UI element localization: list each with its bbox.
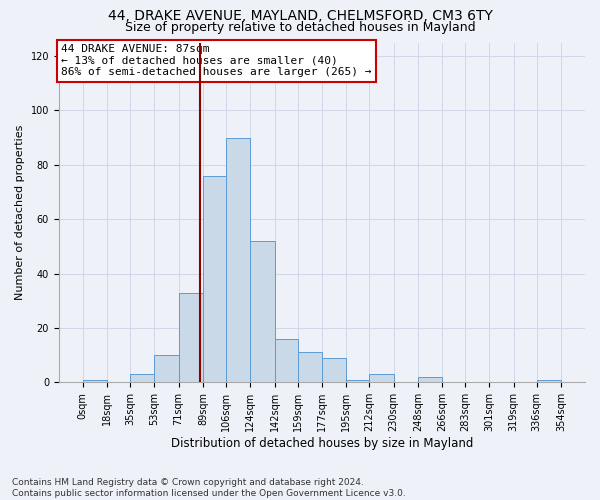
- Bar: [322, 358, 346, 382]
- Bar: [226, 138, 250, 382]
- X-axis label: Distribution of detached houses by size in Mayland: Distribution of detached houses by size …: [171, 437, 473, 450]
- Bar: [298, 352, 322, 382]
- Bar: [130, 374, 154, 382]
- Bar: [275, 339, 298, 382]
- Y-axis label: Number of detached properties: Number of detached properties: [15, 124, 25, 300]
- Bar: [346, 380, 369, 382]
- Bar: [537, 380, 561, 382]
- Bar: [179, 292, 203, 382]
- Text: Contains HM Land Registry data © Crown copyright and database right 2024.
Contai: Contains HM Land Registry data © Crown c…: [12, 478, 406, 498]
- Text: 44 DRAKE AVENUE: 87sqm
← 13% of detached houses are smaller (40)
86% of semi-det: 44 DRAKE AVENUE: 87sqm ← 13% of detached…: [61, 44, 372, 78]
- Bar: [369, 374, 394, 382]
- Bar: [250, 241, 275, 382]
- Text: 44, DRAKE AVENUE, MAYLAND, CHELMSFORD, CM3 6TY: 44, DRAKE AVENUE, MAYLAND, CHELMSFORD, C…: [107, 9, 493, 23]
- Bar: [203, 176, 226, 382]
- Bar: [154, 355, 179, 382]
- Text: Size of property relative to detached houses in Mayland: Size of property relative to detached ho…: [125, 21, 475, 34]
- Bar: [83, 380, 107, 382]
- Bar: [418, 377, 442, 382]
